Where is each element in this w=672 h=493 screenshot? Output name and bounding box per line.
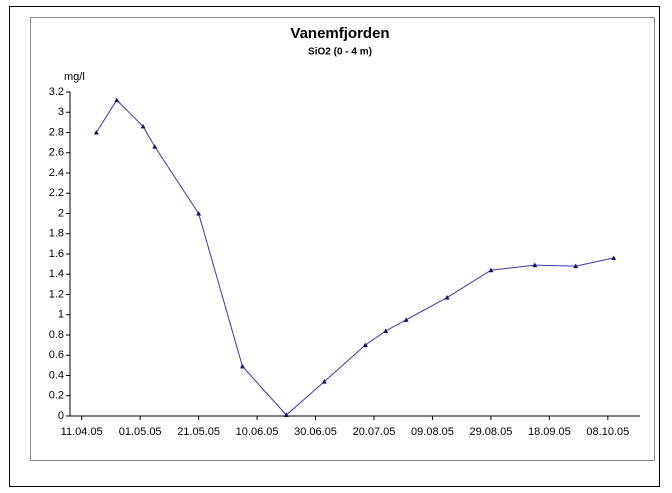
y-tick-label: 0 bbox=[58, 410, 64, 422]
x-tick-label: 21.05.05 bbox=[177, 426, 220, 438]
y-axis-label: mg/l bbox=[64, 71, 85, 83]
y-tick-label: 2.2 bbox=[49, 187, 64, 199]
x-tick-label: 30.06.05 bbox=[294, 426, 337, 438]
point bbox=[114, 97, 120, 103]
point bbox=[383, 328, 389, 333]
y-tick-label: 0.6 bbox=[49, 349, 64, 361]
x-tick-label: 01.05.05 bbox=[119, 426, 162, 438]
point bbox=[444, 295, 450, 300]
point bbox=[573, 263, 579, 269]
x-tick-label: 18.09.05 bbox=[528, 426, 571, 438]
y-tick-label: 1.6 bbox=[49, 248, 64, 260]
y-tick-label: 0.2 bbox=[49, 390, 64, 402]
y-tick-label: 1 bbox=[58, 309, 64, 321]
y-tick-label: 1.8 bbox=[49, 228, 64, 240]
chart-title: Vanemfjorden bbox=[290, 25, 389, 42]
y-tick-label: 3 bbox=[58, 106, 64, 118]
point bbox=[321, 379, 327, 384]
line bbox=[95, 99, 614, 416]
x-tick-label: 11.04.05 bbox=[61, 426, 103, 438]
x-tick-label: 20.07.05 bbox=[353, 426, 396, 438]
y-tick-label: 2.4 bbox=[49, 167, 64, 179]
y-tick-label: 3.2 bbox=[49, 86, 64, 98]
point bbox=[283, 412, 289, 417]
point bbox=[488, 267, 494, 273]
x-tick-label: 10.06.05 bbox=[236, 426, 279, 438]
point bbox=[532, 262, 538, 268]
y-tick-label: 2.6 bbox=[49, 147, 64, 159]
point bbox=[196, 211, 202, 216]
point bbox=[152, 144, 158, 149]
y-tick-label: 1.2 bbox=[49, 288, 64, 300]
y-tick-label: 1.4 bbox=[49, 268, 64, 280]
point bbox=[611, 255, 617, 261]
point bbox=[140, 123, 146, 129]
point bbox=[239, 363, 245, 369]
x-tick-label: 29.08.05 bbox=[470, 426, 513, 438]
point bbox=[362, 342, 368, 348]
y-tick-label: 2.8 bbox=[49, 126, 64, 138]
y-tick-label: 0.4 bbox=[49, 369, 64, 381]
plot-frame bbox=[30, 17, 655, 461]
point bbox=[93, 130, 99, 135]
point bbox=[403, 317, 409, 322]
x-tick-label: 08.10.05 bbox=[586, 426, 629, 438]
y-tick-label: 2 bbox=[58, 207, 64, 219]
y-tick-label: 0.8 bbox=[49, 329, 64, 341]
chart-subtitle: SiO2 (0 - 4 m) bbox=[308, 47, 372, 58]
x-tick-label: 09.08.05 bbox=[411, 426, 454, 438]
frame bbox=[9, 6, 660, 487]
